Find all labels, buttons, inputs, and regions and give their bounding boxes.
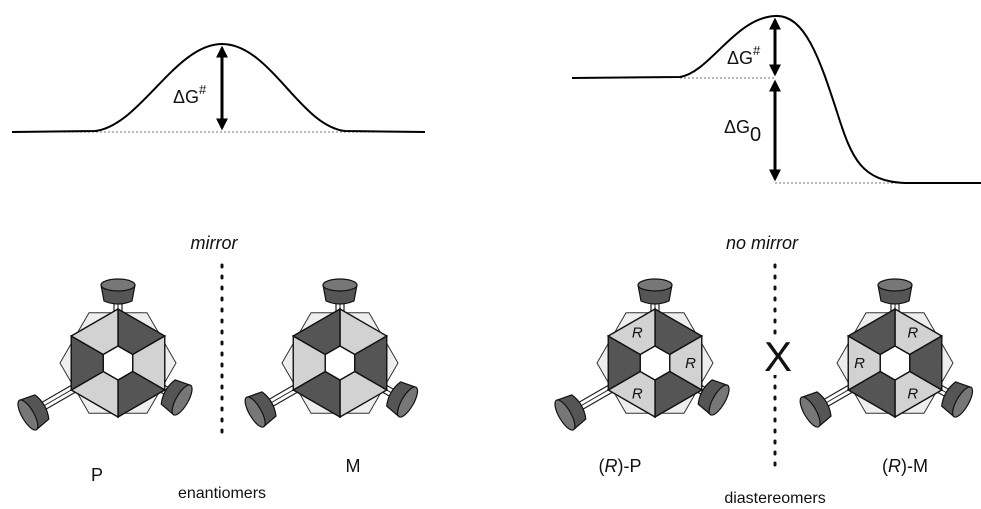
- label-part: R: [888, 456, 901, 476]
- cap: [323, 279, 357, 304]
- cap-top: [638, 279, 672, 291]
- mirror-label: no mirror: [726, 233, 799, 253]
- cap: [101, 279, 135, 304]
- label-sup: #: [199, 82, 207, 97]
- face-label: R: [632, 386, 643, 403]
- label-part: R: [605, 456, 618, 476]
- label-sub: 0: [750, 124, 761, 146]
- cap: [878, 279, 912, 304]
- molecule: R R R: [796, 279, 976, 430]
- cap-top: [101, 279, 135, 291]
- molecule: [241, 279, 421, 430]
- caption: enantiomers: [178, 485, 266, 502]
- barrier-label: ΔG#: [727, 43, 761, 68]
- mirror-label: mirror: [191, 233, 239, 253]
- right-profile: ΔG# ΔG0: [572, 16, 981, 183]
- face-label: R: [907, 324, 918, 341]
- cap: [796, 388, 835, 430]
- cap-top: [878, 279, 912, 291]
- molecule-label: (R)-P: [599, 456, 642, 476]
- molecules: R R R R R R: [14, 279, 976, 433]
- energy-curve: [12, 44, 425, 132]
- molecule-label: (R)-M: [882, 456, 928, 476]
- no-mirror-mark: X: [764, 333, 792, 380]
- energy-label: ΔG0: [724, 117, 761, 146]
- cap-top: [323, 279, 357, 291]
- left-profile: ΔG#: [12, 44, 425, 132]
- cap: [241, 388, 280, 430]
- cap: [638, 279, 672, 304]
- label-base: ΔG: [727, 48, 753, 68]
- cap: [383, 378, 422, 420]
- label-part: )-M: [901, 456, 928, 476]
- molecule: [14, 279, 196, 433]
- label-base: ΔG: [173, 87, 199, 107]
- face-label: R: [632, 324, 643, 341]
- cap: [14, 391, 53, 433]
- figure: ΔG# ΔG# ΔG0 mirror no mirror RRRRRR X P …: [0, 0, 981, 509]
- face-label: R: [907, 386, 918, 403]
- face-label: R: [685, 355, 696, 372]
- caption: diastereomers: [724, 490, 825, 507]
- cap: [551, 391, 590, 433]
- label-sup: #: [753, 43, 761, 58]
- barrier-label: ΔG#: [173, 82, 207, 107]
- cap: [938, 378, 977, 420]
- molecule-label: P: [91, 465, 103, 485]
- label-base: ΔG: [724, 117, 750, 137]
- face-label: R: [854, 355, 865, 372]
- label-part: )-P: [618, 456, 642, 476]
- molecule-label: M: [346, 456, 361, 476]
- molecule: R R R: [551, 279, 733, 433]
